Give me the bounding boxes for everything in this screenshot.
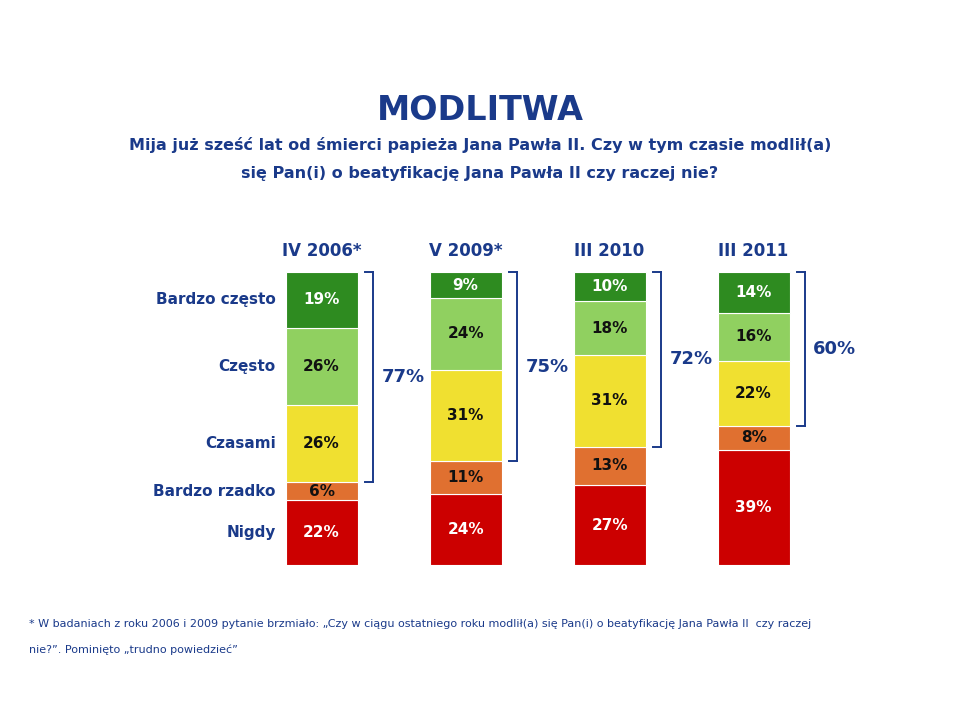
Text: 75%: 75%	[525, 358, 568, 376]
Text: 24%: 24%	[447, 326, 484, 341]
Bar	[718, 313, 789, 361]
Bar	[430, 369, 501, 462]
Bar	[430, 271, 501, 298]
Text: 22%: 22%	[735, 386, 772, 401]
Bar	[286, 482, 357, 500]
Bar	[718, 449, 789, 565]
Bar	[286, 271, 357, 328]
Bar	[430, 298, 501, 369]
Text: III 2011: III 2011	[718, 242, 789, 260]
Text: 31%: 31%	[591, 393, 628, 408]
Bar	[718, 426, 789, 449]
Bar	[574, 302, 645, 355]
Text: 6%: 6%	[308, 484, 335, 498]
Text: 10%: 10%	[591, 279, 628, 294]
Text: się Pan(i) o beatyfikację Jana Pawła II czy raczej nie?: się Pan(i) o beatyfikację Jana Pawła II …	[241, 166, 719, 181]
Text: Mija już sześć lat od śmierci papieża Jana Pawła II. Czy w tym czasie modlił(a): Mija już sześć lat od śmierci papieża Ja…	[129, 137, 831, 153]
Text: IV 2006*: IV 2006*	[282, 242, 361, 260]
Bar	[430, 462, 501, 494]
Text: 14%: 14%	[735, 285, 772, 300]
Text: 19%: 19%	[303, 292, 340, 307]
Text: * W badaniach z roku 2006 i 2009 pytanie brzmiało: „Czy w ciągu ostatniego roku : * W badaniach z roku 2006 i 2009 pytanie…	[29, 619, 811, 629]
Text: Często: Często	[218, 359, 276, 374]
Bar	[286, 328, 357, 405]
Text: 8: 8	[473, 688, 487, 706]
Text: nie?”. Pominięto „trudno powiedzieć”: nie?”. Pominięto „trudno powiedzieć”	[29, 644, 238, 655]
Bar	[718, 361, 789, 426]
Bar	[430, 494, 501, 565]
Text: 39%: 39%	[735, 500, 772, 515]
Text: 60%: 60%	[813, 340, 856, 358]
Text: Bardzo często: Bardzo często	[156, 292, 276, 307]
Bar	[286, 405, 357, 482]
Text: 8%: 8%	[741, 431, 766, 445]
Text: 22%: 22%	[303, 525, 340, 540]
Text: III 2010: III 2010	[574, 242, 645, 260]
Bar	[574, 271, 645, 302]
Bar	[286, 500, 357, 565]
Text: Nigdy: Nigdy	[227, 525, 276, 540]
Text: 72%: 72%	[669, 350, 712, 368]
Text: 77%: 77%	[381, 368, 424, 386]
Text: V 2009*: V 2009*	[429, 242, 502, 260]
Text: Bardzo rzadko: Bardzo rzadko	[154, 484, 276, 498]
Text: 9%: 9%	[453, 277, 478, 292]
Text: 26%: 26%	[303, 436, 340, 451]
Bar	[718, 271, 789, 313]
Text: 16%: 16%	[735, 330, 772, 344]
Text: 27%: 27%	[591, 518, 628, 533]
Text: 11%: 11%	[447, 470, 484, 485]
Text: 26%: 26%	[303, 359, 340, 374]
Text: 31%: 31%	[447, 408, 484, 423]
Bar	[574, 355, 645, 446]
Text: 18%: 18%	[591, 320, 628, 336]
Text: Czasami: Czasami	[204, 436, 276, 451]
Text: 24%: 24%	[447, 522, 484, 537]
Bar	[574, 446, 645, 485]
Text: MODLITWA: MODLITWA	[376, 94, 584, 127]
Text: 13%: 13%	[591, 459, 628, 473]
Bar	[574, 485, 645, 565]
